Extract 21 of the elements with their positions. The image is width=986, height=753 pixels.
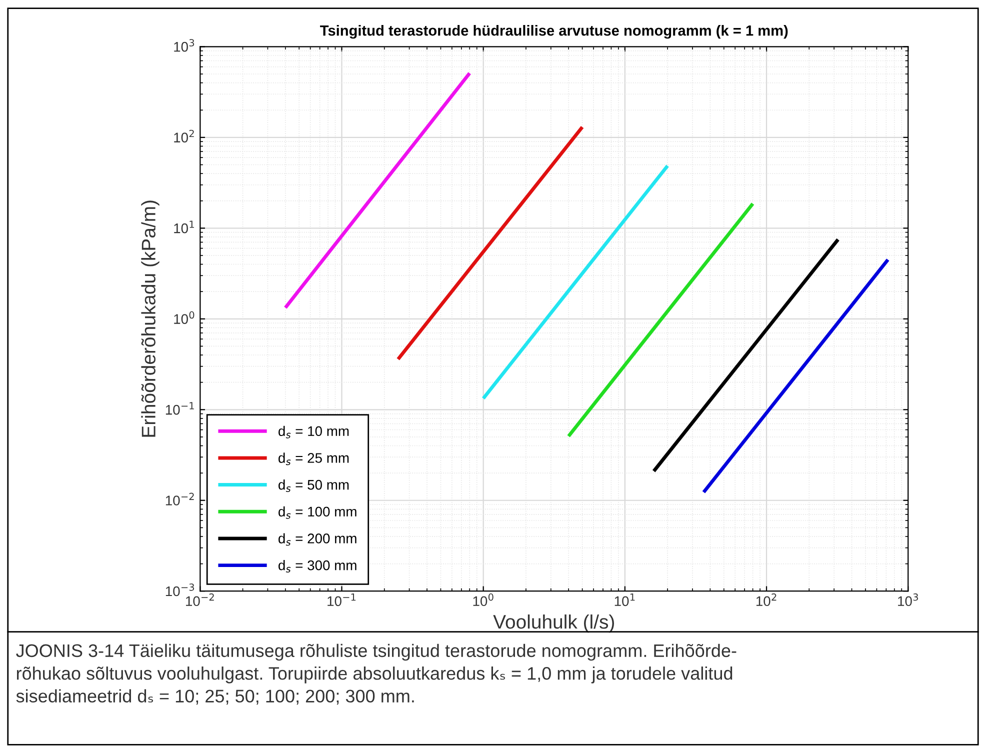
y-axis-title: Erihõõrderõhukadu (kPa/m) — [141, 200, 160, 437]
x-tick-label: 10$^{3}$ — [898, 593, 918, 606]
legend-label: d$_{s}$ = 200 mm — [278, 533, 356, 546]
x-tick-label: 10$^{2}$ — [756, 593, 776, 606]
x-axis-title: Vooluhulk (l/s) — [493, 614, 614, 633]
y-tick-label: 10$^{2}$ — [174, 130, 194, 142]
y-tick-label: 10$^{−2}$ — [166, 492, 194, 506]
x-tick-label: 10$^{−1}$ — [328, 594, 356, 606]
x-tick-label: 10$^{0}$ — [473, 593, 494, 606]
y-tick-label: 10$^{0}$ — [174, 311, 194, 324]
chart-title: Tsingitud terastorude hüdraulilise arvutuse nomogramm (k = 1 mm) — [320, 25, 788, 39]
y-tick-label: 10$^{3}$ — [174, 39, 194, 52]
legend-label: d$_{s}$ = 100 mm — [278, 506, 356, 519]
y-tick-label: 10$^{1}$ — [174, 220, 194, 234]
x-tick-label: 10$^{1}$ — [614, 594, 635, 606]
y-tick-label: 10$^{−1}$ — [166, 402, 194, 415]
text: JOONIS 3-14 Täieliku täitumusega rõhuliste tsingitud terastorude nomogramm. Erihõõrde- rõhukao sõltuvus vooluhulgast. Torupiirde absoluutkaredus kₛ = 1,0 mm ja torudele valitud sisediameetrid dₛ = 10; 25; 50; 100; 200; 300 mm. — [16, 644, 736, 705]
legend-label: d$_{s}$ = 10 mm — [278, 426, 349, 438]
legend-label: d$_{s}$ = 300 mm — [278, 560, 356, 573]
legend-label: d$_{s}$ = 25 mm — [278, 452, 349, 466]
legend-label: d$_{s}$ = 50 mm — [278, 480, 349, 492]
